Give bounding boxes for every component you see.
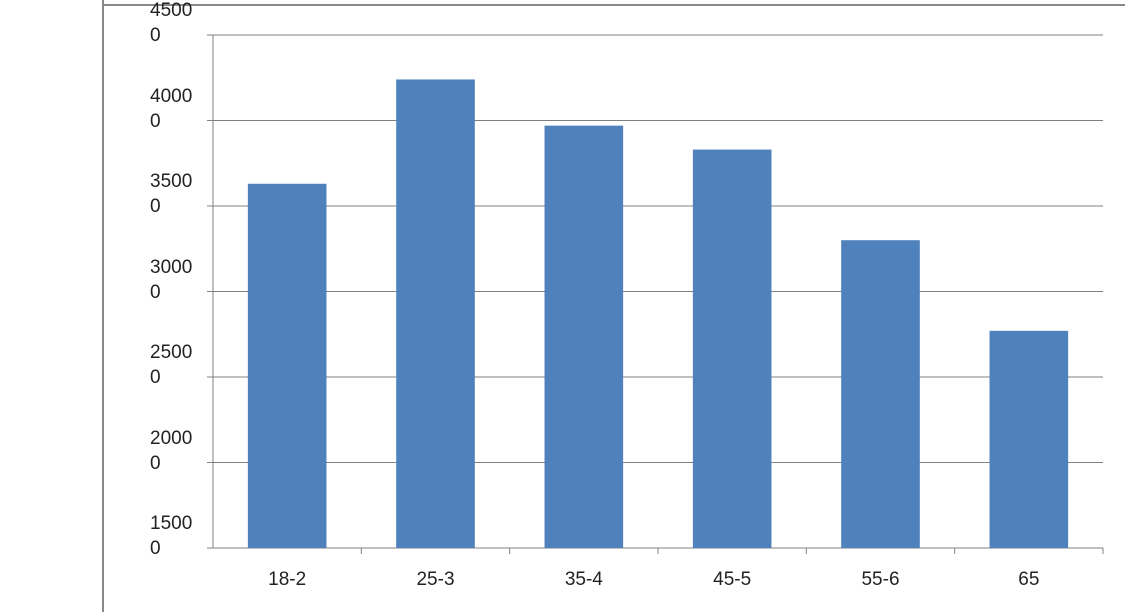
- y-tick-label: 30000: [150, 256, 193, 303]
- bar: [692, 149, 772, 548]
- x-tick-label: 55-6: [861, 569, 899, 590]
- bar: [247, 183, 327, 548]
- bar: [841, 240, 920, 548]
- bar: [544, 125, 624, 548]
- y-tick-label: 40000: [150, 85, 193, 132]
- bar: [396, 79, 475, 549]
- x-tick-label: 45-5: [713, 569, 751, 590]
- x-tick-label: 65: [1018, 569, 1039, 590]
- x-tick-label: 18-2: [268, 569, 306, 590]
- x-tick-label: 35-4: [565, 569, 603, 590]
- y-tick-label: 35000: [150, 171, 193, 217]
- bar: [989, 330, 1069, 548]
- y-tick-label: 25000: [150, 342, 193, 388]
- y-tick-label: 20000: [150, 427, 193, 474]
- y-tick-label: 15000: [150, 513, 193, 559]
- x-tick-label: 25-3: [416, 569, 454, 590]
- y-tick-label: 45000: [150, 0, 193, 46]
